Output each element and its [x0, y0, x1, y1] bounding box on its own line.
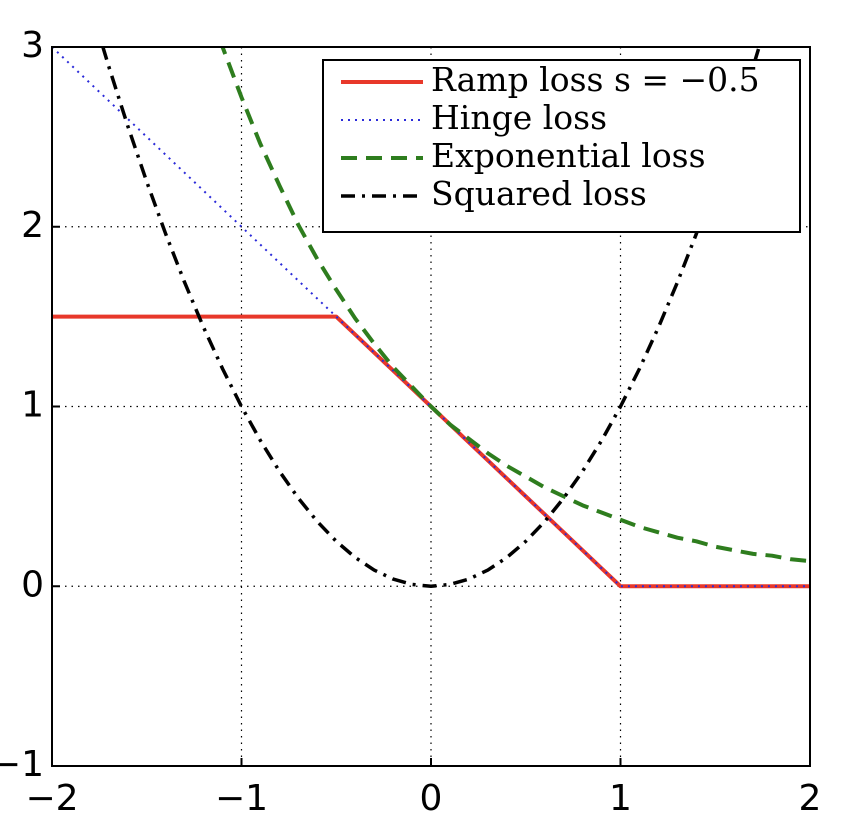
legend-label: Ramp loss s = −0.5 [431, 60, 760, 99]
y-tick-label: 3 [21, 25, 44, 66]
y-tick-label: 0 [21, 564, 44, 605]
x-tick-label: 1 [609, 778, 632, 819]
legend-label: Exponential loss [431, 136, 706, 175]
series-line [101, 47, 761, 588]
legend-label: Hinge loss [431, 98, 607, 137]
y-tick-label: −1 [0, 744, 44, 785]
x-tick-label: −1 [215, 778, 268, 819]
y-tick-label: 1 [21, 385, 44, 426]
x-tick-label: 0 [420, 778, 443, 819]
legend-label: Squared loss [431, 174, 647, 213]
legend-box [322, 59, 801, 233]
series-line [220, 47, 810, 564]
x-tick-label: −2 [25, 778, 78, 819]
plot-area [52, 47, 810, 589]
y-tick-label: 2 [21, 205, 44, 246]
x-tick-label: 2 [799, 778, 822, 819]
